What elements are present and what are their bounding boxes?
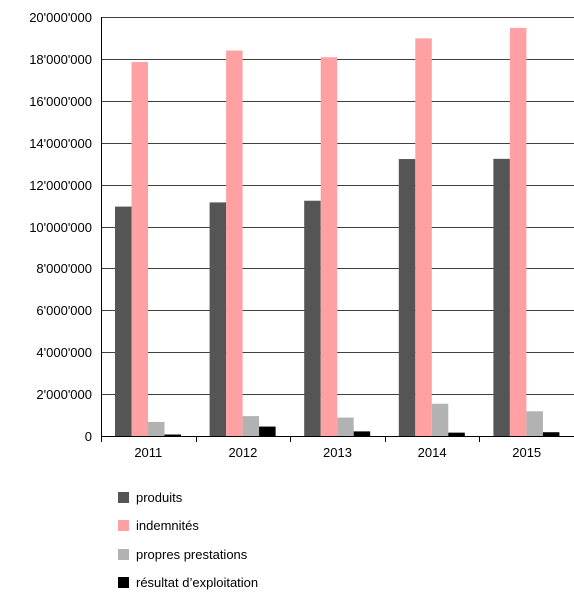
y-tick-label: 4'000'000 — [36, 345, 92, 360]
bar — [543, 432, 560, 436]
y-tick-label: 8'000'000 — [36, 261, 92, 276]
y-tick-label: 0 — [85, 429, 92, 444]
bar — [337, 418, 354, 436]
bar — [243, 416, 260, 436]
bar — [148, 422, 165, 436]
bar — [304, 201, 321, 436]
bar — [510, 28, 527, 436]
y-tick-label: 2'000'000 — [36, 387, 92, 402]
legend-swatch — [118, 520, 129, 531]
bar — [210, 202, 227, 436]
bar — [132, 62, 149, 436]
bar — [415, 38, 432, 436]
legend-item-indemnites: indemnités — [118, 512, 258, 541]
bar — [226, 51, 243, 436]
bar — [259, 427, 276, 436]
legend-label: propres prestations — [136, 547, 247, 562]
bars — [115, 28, 559, 436]
legend-swatch — [118, 549, 129, 560]
bar — [432, 404, 449, 436]
legend-swatch — [118, 492, 129, 503]
legend-label: indemnités — [136, 518, 199, 533]
y-tick-label: 20'000'000 — [29, 10, 92, 25]
y-tick-label: 18'000'000 — [29, 52, 92, 67]
legend-label: produits — [136, 490, 182, 505]
x-tick-label: 2012 — [228, 445, 257, 460]
y-tick-label: 10'000'000 — [29, 220, 92, 235]
y-tick-label: 16'000'000 — [29, 94, 92, 109]
y-axis: 0 2'000'000 4'000'000 6'000'000 8'000'000 10'… — [29, 10, 101, 444]
legend-label: résultat d’exploitation — [136, 575, 258, 590]
x-tick-label: 2014 — [418, 445, 447, 460]
y-tick-label: 6'000'000 — [36, 303, 92, 318]
x-tick-label: 2015 — [512, 445, 541, 460]
bar — [493, 159, 510, 436]
bar — [399, 159, 416, 436]
y-tick-label: 14'000'000 — [29, 136, 92, 151]
legend-item-produits: produits — [118, 483, 258, 512]
legend-item-resultat-exploitation: résultat d’exploitation — [118, 569, 258, 597]
bar — [115, 207, 132, 436]
x-axis: 2011 2012 2013 2014 2015 — [101, 436, 574, 460]
bar — [354, 431, 371, 436]
bar — [165, 435, 182, 436]
bar — [526, 411, 543, 436]
y-tick-label: 12'000'000 — [29, 178, 92, 193]
legend-item-propres-prestations: propres prestations — [118, 540, 258, 569]
bar — [321, 57, 338, 436]
x-tick-label: 2011 — [134, 445, 162, 460]
x-tick-label: 2013 — [323, 445, 352, 460]
legend: produits indemnités propres prestations … — [118, 483, 258, 597]
bar — [448, 433, 465, 436]
bar-chart: 0 2'000'000 4'000'000 6'000'000 8'000'000 10'… — [0, 0, 574, 470]
